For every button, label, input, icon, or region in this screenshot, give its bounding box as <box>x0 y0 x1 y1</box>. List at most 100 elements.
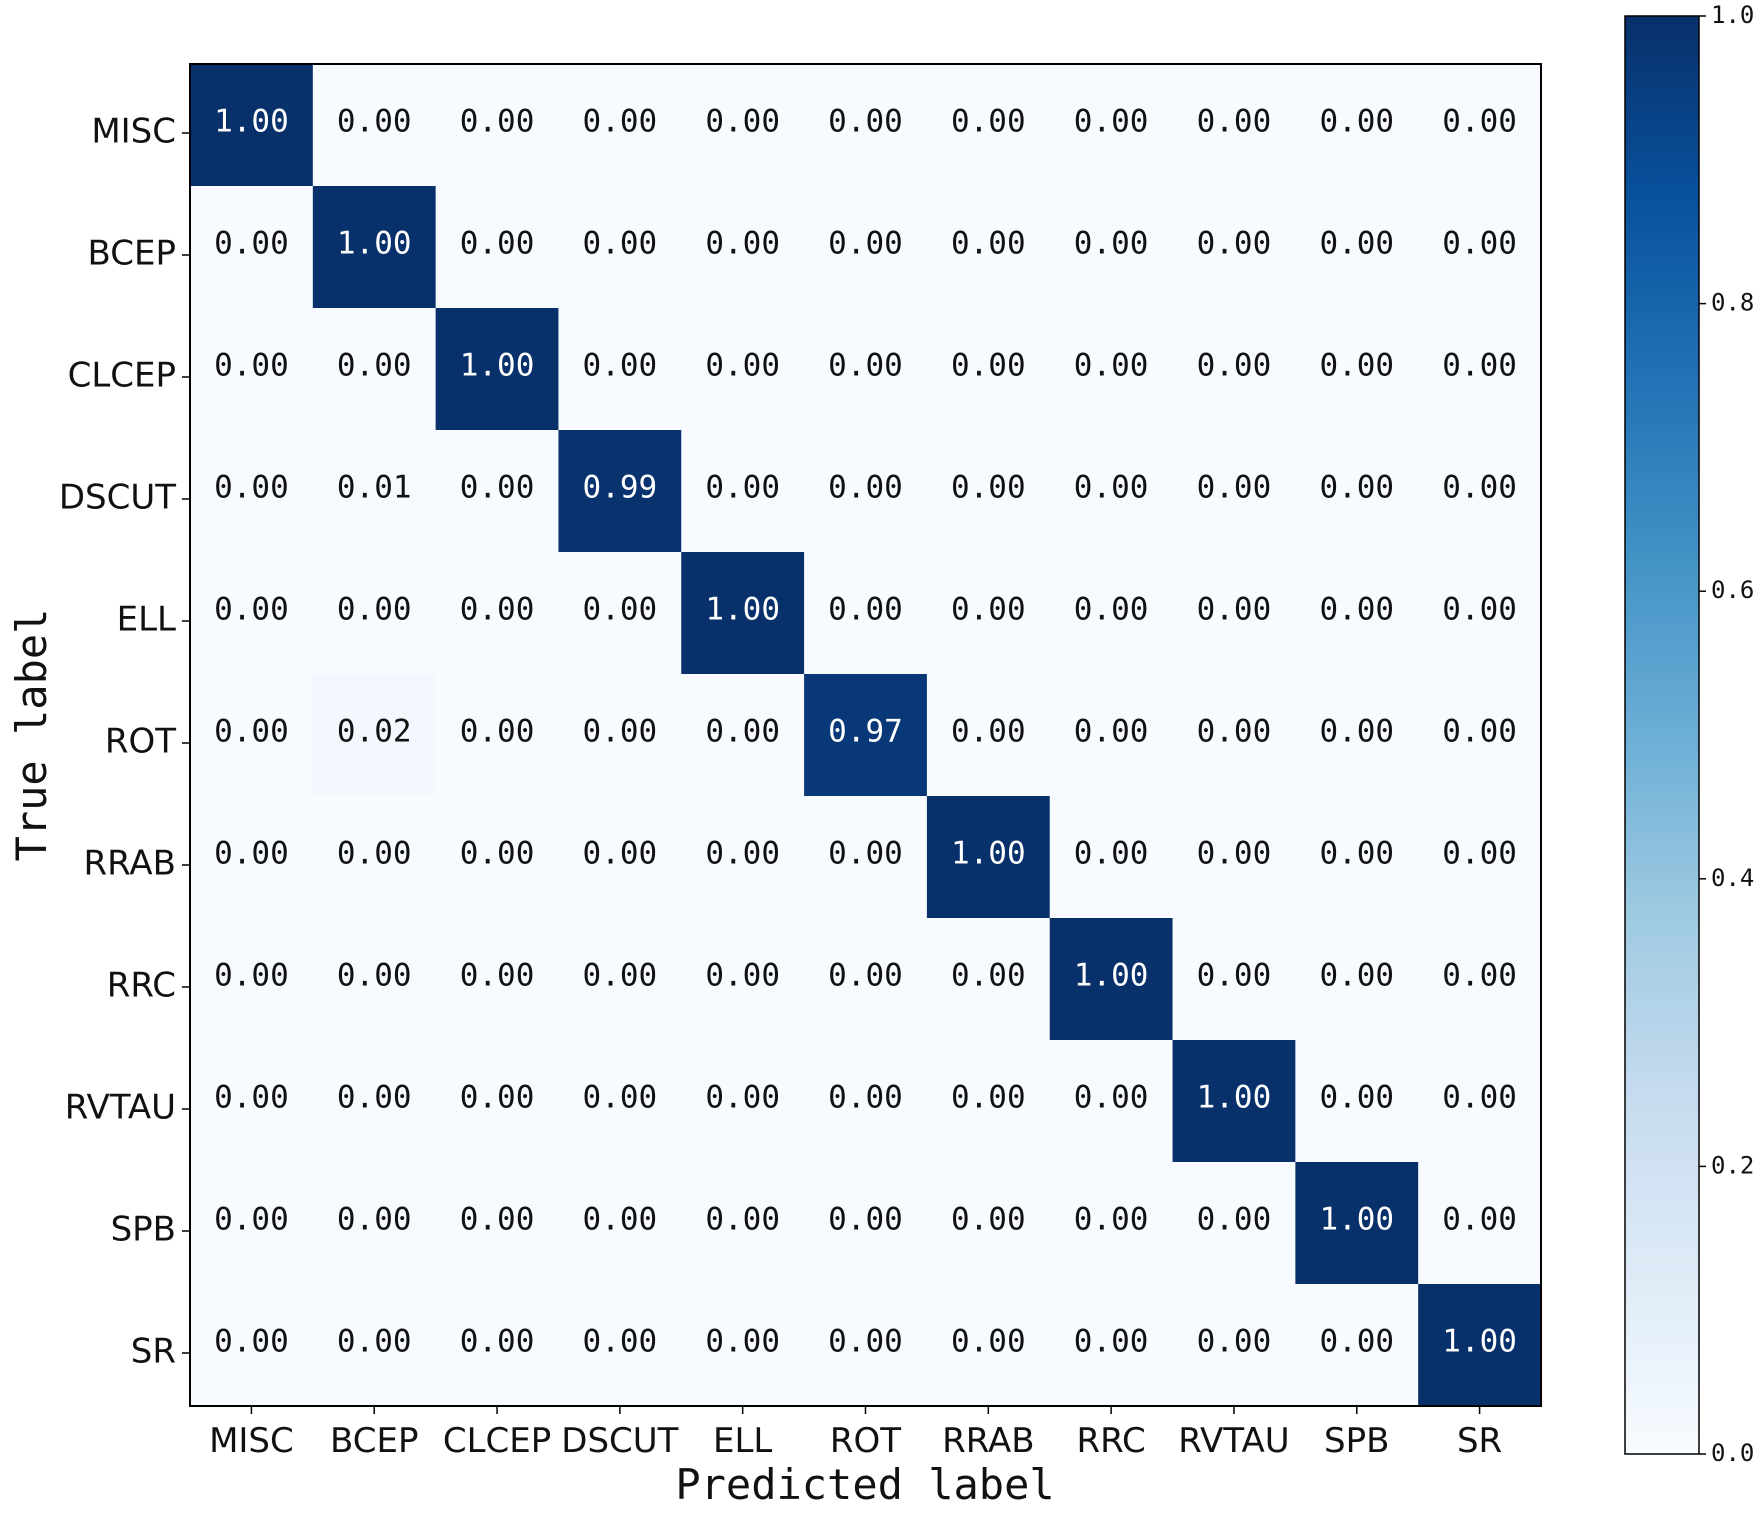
cell-value-label: 0.00 <box>214 226 289 262</box>
cell-value-label: 0.00 <box>583 226 658 262</box>
cell-value-label: 0.01 <box>337 470 412 506</box>
heatmap-cell <box>558 430 682 553</box>
heatmap-cell <box>312 308 437 431</box>
cell-value-label: 0.00 <box>828 958 903 994</box>
y-tick-label: ROT <box>105 722 176 762</box>
cell-value-label: 0.00 <box>460 958 535 994</box>
heatmap-cell <box>435 796 560 919</box>
x-tick-label: SR <box>1457 1421 1502 1461</box>
heatmap-cells <box>190 64 1542 1407</box>
y-axis-title: True label <box>7 609 56 862</box>
cell-value-label: 0.00 <box>951 592 1026 628</box>
cell-value-label: 0.00 <box>1074 226 1149 262</box>
heatmap-cell <box>804 674 928 797</box>
cell-value-label: 1.00 <box>951 836 1026 872</box>
heatmap-cell <box>804 1162 928 1285</box>
cell-value-label: 0.00 <box>583 348 658 384</box>
heatmap-cell <box>804 308 928 431</box>
cell-value-label: 0.00 <box>460 470 535 506</box>
heatmap-cell <box>1295 186 1419 309</box>
x-tick-label: MISC <box>209 1421 294 1461</box>
cell-value-label: 0.00 <box>583 958 658 994</box>
cell-value-label: 0.00 <box>828 1202 903 1238</box>
heatmap-cell <box>1418 186 1542 309</box>
cell-value-label: 0.00 <box>1319 104 1394 140</box>
cell-value-label: 0.00 <box>460 592 535 628</box>
heatmap-cell <box>558 1040 682 1163</box>
heatmap-cell <box>681 1162 805 1285</box>
heatmap-cell <box>1295 918 1419 1041</box>
heatmap-cell <box>926 1040 1051 1163</box>
heatmap-cell <box>435 552 560 675</box>
heatmap-cell <box>190 674 314 797</box>
heatmap-cell <box>926 918 1051 1041</box>
x-tick-label: ROT <box>830 1421 901 1461</box>
heatmap-cell <box>804 1284 928 1407</box>
heatmap-cell <box>1172 1162 1296 1285</box>
heatmap-cell <box>1049 64 1174 187</box>
heatmap-cell <box>804 918 928 1041</box>
heatmap-cell <box>1295 64 1419 187</box>
heatmap-cell <box>1172 674 1296 797</box>
y-tick-label: DSCUT <box>59 478 176 518</box>
cell-value-label: 0.00 <box>1197 104 1272 140</box>
y-tick-label: RRAB <box>84 844 176 884</box>
y-tick-label: BCEP <box>88 234 176 274</box>
heatmap-cell <box>681 552 805 675</box>
cell-value-label: 0.00 <box>828 104 903 140</box>
heatmap-cell <box>1172 1284 1296 1407</box>
y-tick-label: MISC <box>91 112 176 152</box>
heatmap-cell <box>558 1284 682 1407</box>
heatmap-cell <box>1172 308 1296 431</box>
cell-value-label: 0.00 <box>583 1202 658 1238</box>
y-tick-label: SPB <box>111 1210 176 1250</box>
heatmap-cell <box>1418 674 1542 797</box>
cell-value-label: 0.00 <box>214 470 289 506</box>
y-tick-label: RVTAU <box>65 1088 176 1128</box>
cell-value-label: 0.99 <box>583 470 658 506</box>
cell-value-label: 0.00 <box>1074 714 1149 750</box>
heatmap-cell <box>926 552 1051 675</box>
colorbar-tick-label: 0.2 <box>1711 1151 1754 1179</box>
cell-value-label: 0.00 <box>1074 348 1149 384</box>
cell-value-label: 1.00 <box>705 592 780 628</box>
heatmap-cell <box>926 1284 1051 1407</box>
heatmap-cell <box>926 674 1051 797</box>
cell-value-label: 0.00 <box>705 348 780 384</box>
heatmap-cell <box>1049 1284 1174 1407</box>
heatmap-cell <box>1172 918 1296 1041</box>
cell-value-label: 0.00 <box>951 1080 1026 1116</box>
x-axis-title: Predicted label <box>675 1460 1054 1509</box>
cell-value-label: 0.00 <box>337 958 412 994</box>
cell-value-label: 0.00 <box>951 226 1026 262</box>
heatmap-cell <box>558 552 682 675</box>
heatmap-cell <box>926 64 1051 187</box>
heatmap-cell <box>558 1162 682 1285</box>
cell-value-label: 0.00 <box>1074 836 1149 872</box>
cell-value-label: 0.00 <box>337 348 412 384</box>
cell-value-label: 0.00 <box>1197 348 1272 384</box>
heatmap-cell <box>1049 674 1174 797</box>
heatmap-cell <box>1049 552 1174 675</box>
x-tick-label: DSCUT <box>561 1421 678 1461</box>
y-tick-label: ELL <box>117 600 176 640</box>
cell-value-label: 0.00 <box>214 1202 289 1238</box>
heatmap-cell <box>558 796 682 919</box>
heatmap-cell <box>681 918 805 1041</box>
cell-value-label: 0.00 <box>1074 470 1149 506</box>
cell-value-label: 0.00 <box>214 958 289 994</box>
heatmap-cell <box>1295 1162 1419 1285</box>
cell-value-label: 0.00 <box>214 836 289 872</box>
heatmap-cell <box>558 918 682 1041</box>
cell-value-label: 0.00 <box>460 1202 535 1238</box>
heatmap-cell <box>681 674 805 797</box>
heatmap-cell <box>312 552 437 675</box>
heatmap-cell <box>190 430 314 553</box>
heatmap-cell <box>1295 1040 1419 1163</box>
cell-value-label: 0.00 <box>214 348 289 384</box>
cell-value-label: 0.00 <box>1319 470 1394 506</box>
colorbar <box>1624 15 1700 1455</box>
cell-value-label: 0.00 <box>1442 958 1517 994</box>
heatmap-cell <box>1049 1162 1174 1285</box>
